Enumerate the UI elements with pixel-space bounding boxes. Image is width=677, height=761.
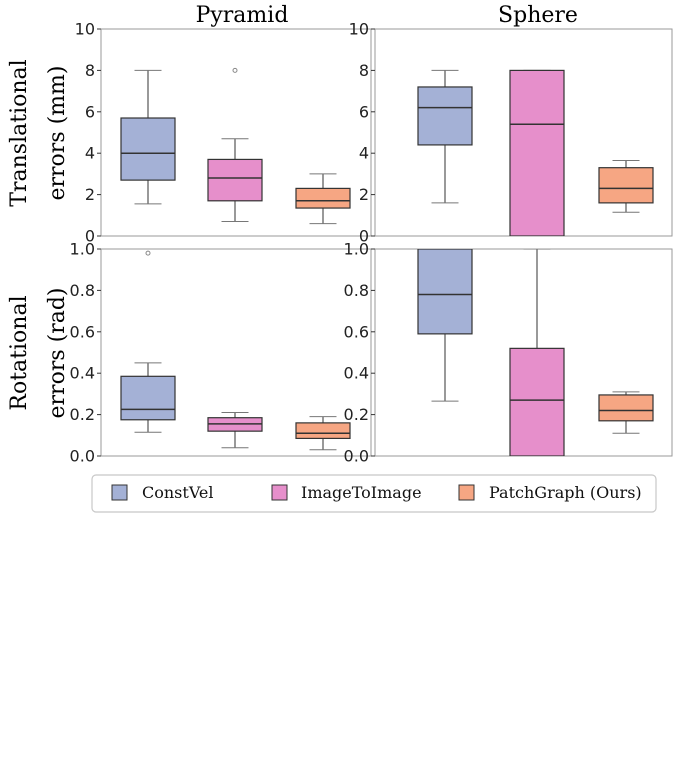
y-tick-label: 6 bbox=[85, 102, 95, 121]
box-constvel bbox=[120, 117, 176, 181]
box-imagetoimage bbox=[509, 347, 565, 456]
row-label-translational-2: errors (mm) bbox=[45, 66, 70, 201]
row-label-translational-line2: errors (mm) bbox=[45, 66, 70, 201]
y-tick-label: 0.2 bbox=[344, 405, 369, 424]
box-constvel bbox=[417, 86, 473, 146]
outlier-constvel bbox=[145, 250, 151, 256]
y-tick-label: 0.0 bbox=[70, 447, 95, 466]
box-constvel bbox=[417, 249, 473, 335]
y-tick-label: 2 bbox=[359, 185, 369, 204]
chart-panels: 024681002468100.00.20.40.60.81.00.00.20.… bbox=[70, 20, 673, 466]
y-tick-label: 0.4 bbox=[344, 364, 369, 383]
legend-label-imagetoimage: ImageToImage bbox=[301, 483, 422, 502]
y-tick-label: 4 bbox=[85, 144, 95, 163]
y-tick-label: 0 bbox=[85, 227, 95, 246]
row-label-rotational-2: errors (rad) bbox=[45, 288, 70, 419]
row-label-translational: Translational bbox=[7, 59, 32, 206]
y-tick-label: 2 bbox=[85, 185, 95, 204]
box-patchgraph-ours bbox=[598, 394, 654, 422]
panel-sphere-translational: 0 2 4 6 8 10 bbox=[349, 20, 673, 246]
row-label-rotational-line1: Rotational bbox=[7, 295, 32, 410]
y-tick-label: 1.0 bbox=[344, 240, 369, 259]
y-tick-label: 0.2 bbox=[70, 405, 95, 424]
legend-swatch-imagetoimage bbox=[271, 484, 288, 501]
y-tick-label: 8 bbox=[359, 61, 369, 80]
panel-sphere-rotational: 0.0 0.2 0.4 0.6 0.8 1.0 bbox=[344, 240, 673, 466]
box-group bbox=[120, 250, 351, 451]
y-tick-label: 4 bbox=[359, 144, 369, 163]
box-imagetoimage bbox=[207, 158, 263, 202]
panel-pyramid-rotational: 0.0 0.2 0.4 0.6 0.8 1.0 bbox=[70, 240, 372, 466]
y-tick-label: 0.8 bbox=[70, 281, 95, 300]
y-tick-label: 6 bbox=[359, 102, 369, 121]
panel-pyramid-translational: 0 2 4 6 8 10 bbox=[75, 20, 372, 246]
row-label-rotational-line2: errors (rad) bbox=[45, 288, 70, 419]
outlier-imagetoimage bbox=[232, 67, 238, 73]
y-tick-label: 1.0 bbox=[70, 240, 95, 259]
legend-frame bbox=[91, 474, 657, 513]
y-tick-label: 0.8 bbox=[344, 281, 369, 300]
legend: ConstVel ImageToImage PatchGraph (Ours) bbox=[91, 474, 657, 513]
legend-label-constvel: ConstVel bbox=[142, 483, 214, 502]
legend-swatch-constvel bbox=[111, 484, 128, 501]
y-tick-label: 10 bbox=[75, 20, 95, 39]
y-tick-label: 0.4 bbox=[70, 364, 95, 383]
y-tick-label: 0.6 bbox=[70, 322, 95, 341]
box-group bbox=[120, 67, 351, 225]
box-imagetoimage bbox=[509, 69, 565, 236]
y-tick-label: 0.0 bbox=[344, 447, 369, 466]
row-label-rotational: Rotational bbox=[7, 295, 32, 410]
y-tick-label: 8 bbox=[85, 61, 95, 80]
y-tick-label: 0 bbox=[359, 227, 369, 246]
row-label-translational-line1: Translational bbox=[7, 59, 32, 206]
column-title-pyramid: Pyramid bbox=[196, 3, 289, 28]
box-patchgraph-ours bbox=[295, 422, 351, 440]
column-title-sphere: Sphere bbox=[498, 3, 578, 28]
y-tick-label: 0.6 bbox=[344, 322, 369, 341]
legend-label-patchgraph: PatchGraph (Ours) bbox=[489, 483, 642, 502]
legend-swatch-patchgraph bbox=[458, 484, 475, 501]
box-patchgraph-ours bbox=[598, 167, 654, 204]
box-group bbox=[417, 249, 654, 456]
box-constvel bbox=[120, 375, 176, 421]
box-group bbox=[417, 69, 654, 236]
box-patchgraph-ours bbox=[295, 187, 351, 209]
y-tick-label: 10 bbox=[349, 20, 369, 39]
